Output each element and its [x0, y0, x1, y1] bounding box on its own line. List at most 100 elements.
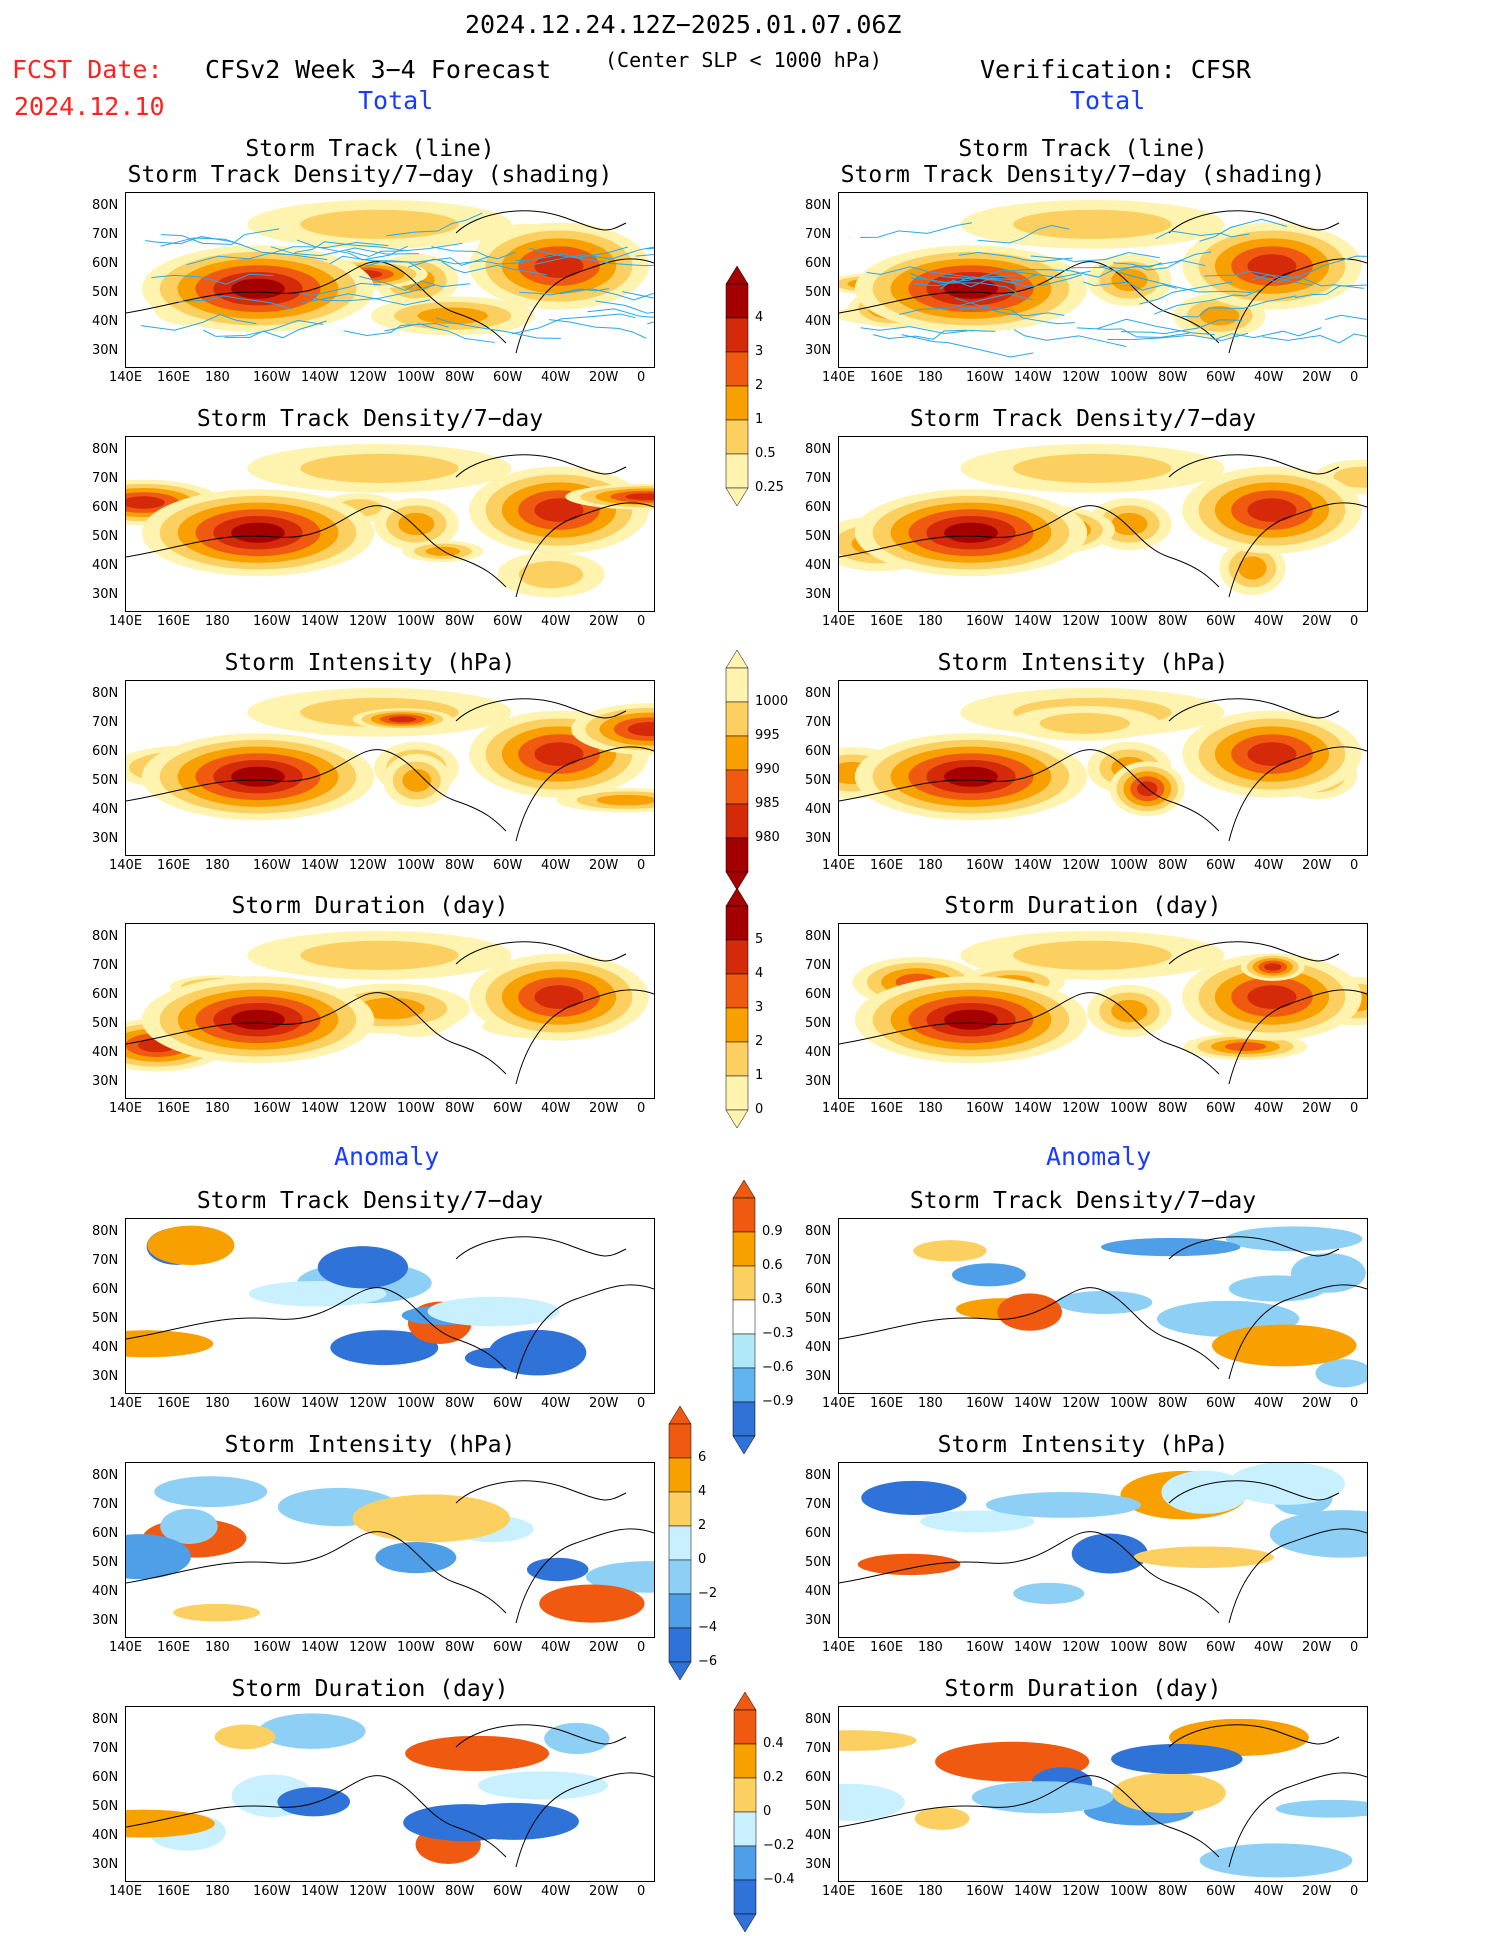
field-contour: [258, 1713, 366, 1749]
lon-tick-label: 20W: [589, 1884, 619, 1899]
colorbar-duration_anom: 0.4 0.2 0 −0.2 −0.4: [733, 1691, 795, 1936]
lon-tick-label: 160W: [966, 858, 1004, 873]
colorbar-arrow-top: [732, 1179, 756, 1199]
field-contour: [1039, 712, 1130, 734]
storm-track-line: [161, 228, 280, 245]
lon-tick-label: 20W: [1302, 370, 1332, 385]
field-contour: [1238, 556, 1267, 580]
lon-tick-label: 80W: [1158, 858, 1188, 873]
lon-tick-label: 80W: [1158, 1396, 1188, 1411]
lon-tick-label: 140E: [822, 1884, 856, 1899]
lat-tick-label: 40N: [92, 1340, 119, 1355]
map-field: [839, 1718, 1367, 1878]
lon-tick-label: 0: [637, 370, 646, 385]
lat-tick-label: 30N: [92, 1369, 119, 1384]
colorbar-swatch: [733, 1743, 757, 1779]
colorbar-arrow-bottom: [733, 1913, 757, 1933]
lon-tick-label: 160E: [157, 1884, 191, 1899]
map-field: [126, 1713, 654, 1868]
panel-title: Storm Intensity (hPa): [937, 1432, 1229, 1458]
map-panel-right-2: Storm Intensity (hPa): [813, 618, 1353, 833]
map-panel-left-5: Storm Intensity (hPa): [100, 1400, 640, 1615]
storm-track-line: [587, 308, 654, 318]
map-plot: [125, 436, 655, 612]
panel-title: Storm Intensity (hPa): [224, 650, 516, 676]
map-field: [126, 443, 654, 598]
map-plot: [838, 1218, 1368, 1394]
colorbar-swatch: [732, 1367, 756, 1403]
field-contour: [375, 1541, 457, 1574]
lon-tick-label: 140E: [109, 858, 143, 873]
lat-tick-label: 30N: [805, 1857, 832, 1872]
coastline: [839, 698, 1367, 842]
lon-tick-label: 100W: [1110, 1396, 1148, 1411]
storm-track-line: [559, 288, 654, 301]
lon-tick-label: 20W: [589, 614, 619, 629]
lat-tick-label: 30N: [92, 1074, 119, 1089]
lat-tick-label: 70N: [92, 1497, 119, 1512]
lat-tick-label: 30N: [92, 343, 119, 358]
colorbar-label: 995: [755, 728, 780, 743]
field-contour: [388, 716, 417, 723]
verification-label: Verification: CFSR: [980, 55, 1251, 84]
lat-tick-label: 80N: [92, 929, 119, 944]
lon-tick-label: 0: [637, 1396, 646, 1411]
lon-tick-label: 60W: [1206, 614, 1236, 629]
lon-tick-label: 0: [637, 614, 646, 629]
lon-tick-label: 180: [205, 370, 230, 385]
lat-tick-label: 40N: [805, 558, 832, 573]
colorbar-density_anom: 0.9 0.6 0.3 −0.3 −0.6 −0.9: [732, 1179, 794, 1458]
storm-track-line: [203, 319, 324, 337]
lat-tick-label: 80N: [805, 1712, 832, 1727]
lat-tick-label: 40N: [805, 802, 832, 817]
colorbar-label: 0.25: [755, 480, 784, 495]
panel-title: Storm Track Density/7−day: [909, 1188, 1257, 1214]
lat-tick-label: 80N: [92, 442, 119, 457]
lon-tick-label: 100W: [397, 858, 435, 873]
field-contour: [173, 1603, 260, 1622]
field-contour: [1013, 453, 1172, 483]
lon-tick-label: 160W: [966, 1884, 1004, 1899]
lat-tick-label: 50N: [805, 285, 832, 300]
coastline: [126, 454, 654, 598]
lon-tick-label: 60W: [1206, 370, 1236, 385]
lon-tick-label: 180: [205, 614, 230, 629]
panel-title: Storm Duration (day): [231, 1676, 509, 1702]
field-contour: [1247, 985, 1297, 1009]
lon-tick-label: 20W: [589, 1101, 619, 1116]
field-contour: [914, 1807, 970, 1830]
lon-tick-label: 120W: [1062, 1884, 1100, 1899]
storm-track-line: [1325, 314, 1367, 320]
lon-tick-label: 120W: [349, 370, 387, 385]
lat-tick-label: 50N: [92, 1016, 119, 1031]
lat-tick-label: 60N: [805, 987, 832, 1002]
colorbar-swatch: [668, 1627, 692, 1663]
storm-track-line: [1181, 295, 1297, 318]
storm-track-line: [299, 282, 382, 297]
colorbar-swatch: [725, 453, 749, 489]
field-contour: [1227, 1463, 1345, 1505]
storm-track-line: [359, 275, 471, 291]
field-contour: [300, 940, 459, 970]
field-contour: [951, 1263, 1026, 1287]
colorbar-arrow-bottom: [725, 871, 749, 891]
colorbar-swatch: [732, 1401, 756, 1437]
map-panel-left-3: Storm Duration (day): [100, 861, 640, 1076]
colorbar-swatch: [725, 351, 749, 387]
colorbar-swatch: [732, 1333, 756, 1369]
lon-tick-label: 160W: [253, 1101, 291, 1116]
lat-tick-label: 40N: [92, 314, 119, 329]
lon-tick-label: 100W: [1110, 858, 1148, 873]
lat-tick-label: 60N: [92, 1282, 119, 1297]
storm-track-line: [1119, 272, 1252, 294]
field-contour: [627, 722, 654, 737]
lon-tick-label: 40W: [541, 370, 571, 385]
lon-tick-label: 0: [637, 1101, 646, 1116]
lat-tick-label: 60N: [805, 1770, 832, 1785]
lon-tick-label: 140W: [301, 1101, 339, 1116]
field-contour: [534, 254, 584, 278]
storm-track-line: [911, 276, 1017, 284]
colorbar-arrow-bottom: [668, 1661, 692, 1681]
colorbar-swatch: [732, 1231, 756, 1267]
lon-tick-label: 140E: [822, 1640, 856, 1655]
